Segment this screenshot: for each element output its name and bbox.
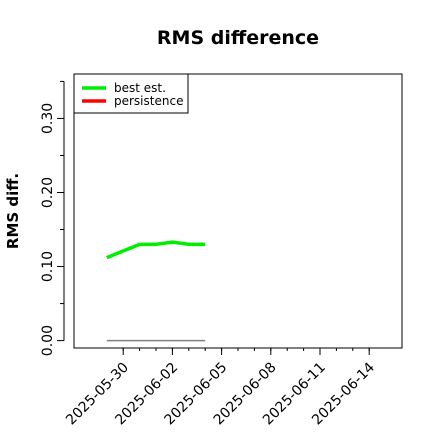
y-axis: 0.00 0.10 0.20 0.30 — [40, 80, 65, 356]
legend-box — [73, 73, 189, 114]
y-tick-label: 0.20 — [40, 177, 56, 208]
y-tick-label: 0.30 — [40, 103, 56, 134]
legend: best est. persistence — [73, 73, 189, 114]
y-tick-label: 0.10 — [40, 251, 56, 282]
x-axis: 2025-05-302025-06-022025-06-052025-06-08… — [63, 347, 378, 428]
y-tick-label: 0.00 — [40, 325, 56, 356]
legend-label-best-est: best est. — [114, 81, 166, 95]
legend-label-persistence: persistence — [114, 94, 183, 108]
chart-title: RMS difference — [157, 27, 319, 49]
series-line-best-est — [106, 240, 206, 260]
series-layer — [106, 240, 206, 342]
y-axis-title: RMS diff. — [4, 173, 22, 249]
plot-frame — [73, 73, 403, 349]
